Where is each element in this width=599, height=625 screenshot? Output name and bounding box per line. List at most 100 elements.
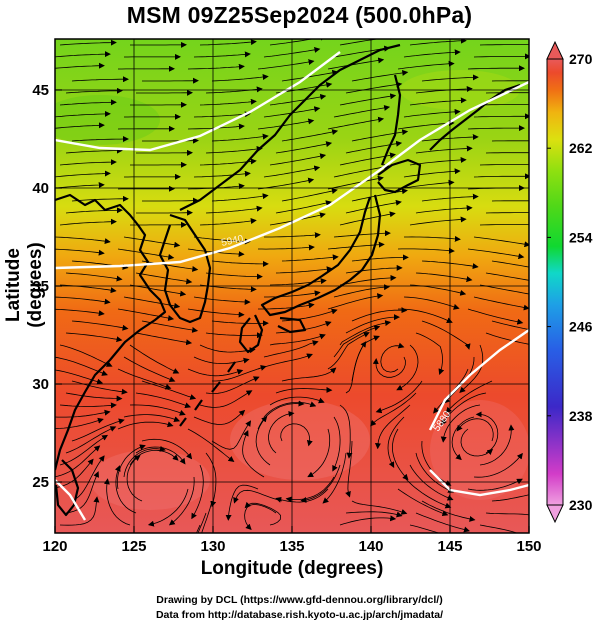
wind-streamline [339,515,397,526]
wind-streamline [440,404,481,443]
credit-drawing: Drawing by DCL (https://www.gfd-dennou.o… [156,594,443,606]
wind-streamline [473,53,529,60]
wind-streamline [333,164,390,178]
wind-streamline [327,293,384,310]
wind-streamline [445,380,493,414]
wind-streamline [201,500,213,533]
wind-streamline [244,501,282,526]
lat-lon-grid [55,39,529,533]
wind-streamline [135,332,193,346]
wind-streamline [397,179,455,190]
wind-streamline [415,452,455,493]
wind-streamline [211,260,269,267]
wind-streamline [211,193,269,202]
wind-streamline [135,392,192,409]
wind-streamline [441,392,487,426]
wind-streamline [281,254,339,262]
wind-streamline [421,440,452,486]
wind-streamline [59,344,113,367]
x-tick-label: 125 [121,538,146,555]
wind-streamline [55,110,111,118]
x-axis: 120 125 130 135 140 145 150 [42,526,542,555]
colorbar-scale [546,58,564,506]
wind-streamline [141,260,199,272]
wind-streamline [59,496,100,526]
wind-streamline [187,63,245,70]
wind-streamline [275,200,332,214]
wind-streamline [269,39,327,46]
wind-streamline [374,404,411,450]
colorbar-tick-label: 262 [569,140,593,156]
y-axis: 25 30 35 40 45 [32,82,62,491]
wind-streamline [117,248,175,260]
wind-streamline [485,272,529,281]
wind-streamline [332,416,341,472]
wind-streamline [415,205,473,214]
y-tick-label: 45 [32,82,49,99]
wind-streamline [65,272,123,282]
wind-streamline [269,94,327,106]
wind-streamline [193,409,246,425]
x-tick-label: 150 [516,538,541,555]
wind-streamline [269,278,327,286]
wind-streamline [71,136,129,142]
wind-streamline [345,264,403,274]
x-tick-label: 120 [42,538,67,555]
wind-streamline [370,392,417,427]
wind-streamline [65,426,117,454]
wind-streamline [467,65,525,72]
wind-streamline [258,302,315,310]
wind-streamline [280,423,313,447]
wind-streamline [114,465,137,514]
height-contours [55,51,529,521]
wind-streamline [351,188,408,202]
wind-streamline [345,199,402,214]
wind-streamline [187,368,244,377]
colorbar-tick-label: 270 [569,51,593,67]
wind-streamline [103,478,131,526]
wind-streamline [281,69,339,82]
wind-streamline [467,478,523,491]
wind-streamline [142,197,199,204]
wind-streamline [473,173,529,180]
wind-streamline [142,137,199,144]
wind-streamline [212,365,267,382]
wind-streamline [345,81,403,94]
wind-streamline [391,428,409,481]
wind-streamline [275,488,329,503]
wind-streamline [199,218,257,226]
credit-data: Data from http://database.rish.kyoto-u.a… [155,609,444,621]
wind-streamline [372,356,406,378]
wind-streamline [333,105,391,118]
wind-streamline [339,274,397,286]
wind-streamline [473,113,529,120]
wind-streamline [345,341,367,394]
wind-streamline [205,332,263,339]
wind-streamline [397,120,455,130]
y-axis-label: Latitude (degrees) [3,242,46,328]
wind-streamline [351,69,409,82]
wind-streamline [71,380,128,395]
wind-streamline [375,380,423,414]
wind-streamline [263,340,319,358]
y-tick-label: 40 [32,180,49,197]
wind-streamline [211,133,269,142]
wind-streamline [473,296,529,311]
wind-streamline [257,353,313,370]
x-tick-label: 140 [358,538,383,555]
wind-streamline [65,471,99,514]
wind-streamline [191,464,204,520]
wind-streamline [233,489,283,504]
wind-streamline [65,392,123,402]
wind-streamline [141,438,193,460]
wind-streamline [351,500,408,515]
wind-streamline [55,409,111,418]
wind-streamline [255,415,271,466]
wind-streamline [205,205,263,214]
wind-streamline [123,236,181,248]
wind-streamline [415,512,470,533]
wind-streamline [397,247,455,254]
wind-streamline [193,111,251,118]
wind-streamline [59,39,117,46]
wind-streamline [479,524,519,533]
